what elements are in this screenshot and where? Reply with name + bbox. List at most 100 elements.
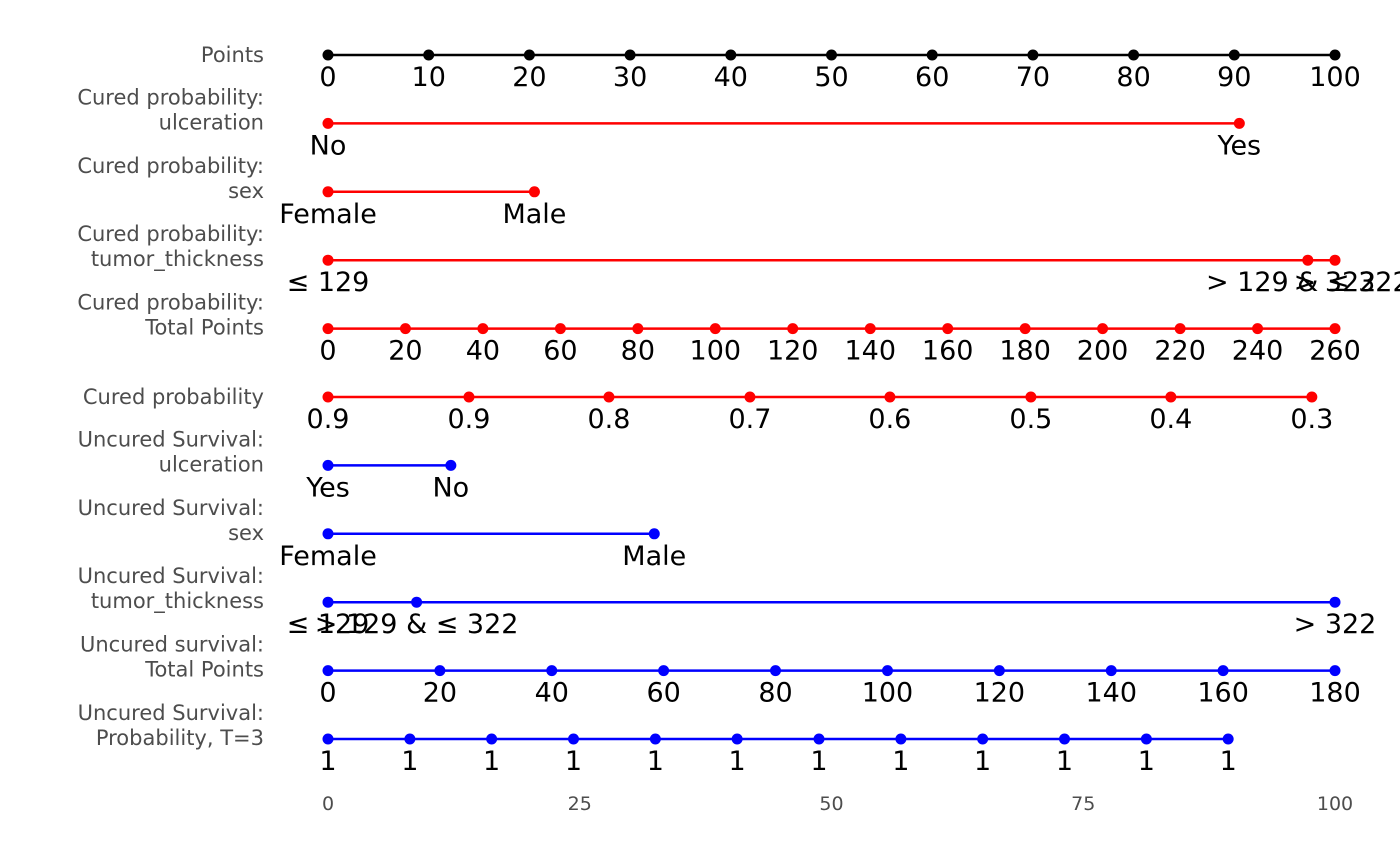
tick-label: 120 — [974, 678, 1026, 709]
tick-label: Yes — [1217, 130, 1262, 161]
tick-label: 1 — [1138, 746, 1155, 777]
row-point — [1329, 596, 1341, 608]
tick-label: 200 — [1077, 336, 1129, 367]
row-point — [1059, 733, 1071, 745]
row-point — [554, 323, 566, 335]
row-point — [1252, 323, 1264, 335]
row-point — [322, 528, 334, 540]
row-point — [895, 733, 907, 745]
row-label: Uncured Survival: — [78, 427, 264, 451]
row-point — [1027, 49, 1039, 61]
tick-label: Male — [502, 199, 566, 230]
nomogram-row: Cured probability:ulceration No Yes — [77, 85, 1261, 161]
tick-label: 1 — [1220, 746, 1237, 777]
row-point — [1302, 254, 1314, 266]
tick-label: 40 — [714, 62, 748, 93]
tick-label: 60 — [915, 62, 949, 93]
row-point — [322, 254, 334, 266]
row-point — [1222, 733, 1234, 745]
row-point — [731, 733, 743, 745]
row-point — [1329, 665, 1341, 677]
tick-label: 1 — [1056, 746, 1073, 777]
row-label: Cured probability: — [77, 154, 264, 178]
tick-label: 140 — [844, 336, 896, 367]
row-point — [1228, 49, 1240, 61]
tick-label: 0.9 — [448, 404, 491, 435]
row-point — [404, 733, 416, 745]
row-point — [658, 665, 670, 677]
row-point — [624, 49, 636, 61]
tick-label: 60 — [646, 678, 680, 709]
row-point — [744, 391, 756, 403]
tick-label: 80 — [758, 678, 792, 709]
nomogram-row: Uncured Survival:tumor_thickness ≤ 129> 1… — [78, 564, 1377, 640]
tick-label: 1 — [729, 746, 746, 777]
tick-label: 140 — [1085, 678, 1137, 709]
tick-label: Female — [279, 541, 377, 572]
row-point — [434, 665, 446, 677]
row-point — [322, 117, 334, 129]
tick-label: 0.4 — [1149, 404, 1192, 435]
row-point — [423, 49, 435, 61]
tick-label: ≤ 129 — [287, 267, 370, 298]
tick-label: 100 — [690, 336, 742, 367]
tick-label: 80 — [1116, 62, 1150, 93]
tick-label: 1 — [483, 746, 500, 777]
tick-label: No — [432, 472, 469, 503]
nomogram-row: Points 0 10 20 30 40 50 60 70 80 90 100 — [201, 43, 1361, 93]
x-axis-tick-label: 75 — [1071, 793, 1095, 815]
row-point — [322, 596, 334, 608]
row-point — [546, 665, 558, 677]
row-label: ulceration — [159, 110, 264, 134]
row-point — [528, 186, 540, 198]
row-label: Probability, T=3 — [96, 726, 264, 750]
row-point — [632, 323, 644, 335]
tick-label: > 322 — [1294, 609, 1377, 640]
row-label: Uncured survival: — [80, 633, 264, 657]
tick-label: > 129 & ≤ 322 — [1206, 267, 1400, 298]
row-point — [1105, 665, 1117, 677]
tick-label: 20 — [423, 678, 457, 709]
row-point — [1217, 665, 1229, 677]
tick-label: 160 — [922, 336, 974, 367]
nomogram-row: Cured probability:Total Points 0 20 40 60 80 1… — [77, 291, 1360, 367]
tick-label: 240 — [1232, 336, 1284, 367]
row-point — [411, 596, 423, 608]
row-label: Cured probability — [83, 385, 264, 409]
nomogram-row: Uncured Survival:sex Female Male — [78, 496, 687, 572]
row-point — [1329, 323, 1341, 335]
row-point — [486, 733, 498, 745]
row-point — [1329, 254, 1341, 266]
x-axis-tick-label: 0 — [322, 793, 334, 815]
tick-label: 0 — [319, 678, 336, 709]
row-label: ulceration — [159, 452, 264, 476]
row-point — [603, 391, 615, 403]
row-point — [322, 733, 334, 745]
row-label: Uncured Survival: — [78, 496, 264, 520]
row-point — [523, 49, 535, 61]
row-point — [1329, 49, 1341, 61]
row-label: Uncured Survival: — [78, 701, 264, 725]
row-point — [770, 665, 782, 677]
nomogram-row: Uncured survival:Total Points 0 20 40 60 80 10… — [80, 633, 1361, 709]
tick-label: 0.6 — [868, 404, 911, 435]
tick-label: 180 — [999, 336, 1051, 367]
x-axis-tick-label: 25 — [568, 793, 592, 815]
tick-label: 90 — [1217, 62, 1251, 93]
tick-label: 0 — [319, 336, 336, 367]
tick-label: 1 — [319, 746, 336, 777]
tick-label: ≤ 129 — [287, 609, 370, 640]
tick-label: 0.5 — [1009, 404, 1052, 435]
row-point — [787, 323, 799, 335]
row-point — [1097, 323, 1109, 335]
tick-label: 1 — [565, 746, 582, 777]
row-point — [942, 323, 954, 335]
x-axis-tick-label: 50 — [819, 793, 843, 815]
tick-label: 80 — [621, 336, 655, 367]
row-point — [322, 665, 334, 677]
tick-label: 100 — [862, 678, 914, 709]
row-label: sex — [228, 179, 264, 203]
row-point — [648, 528, 660, 540]
row-label: Total Points — [144, 316, 264, 340]
